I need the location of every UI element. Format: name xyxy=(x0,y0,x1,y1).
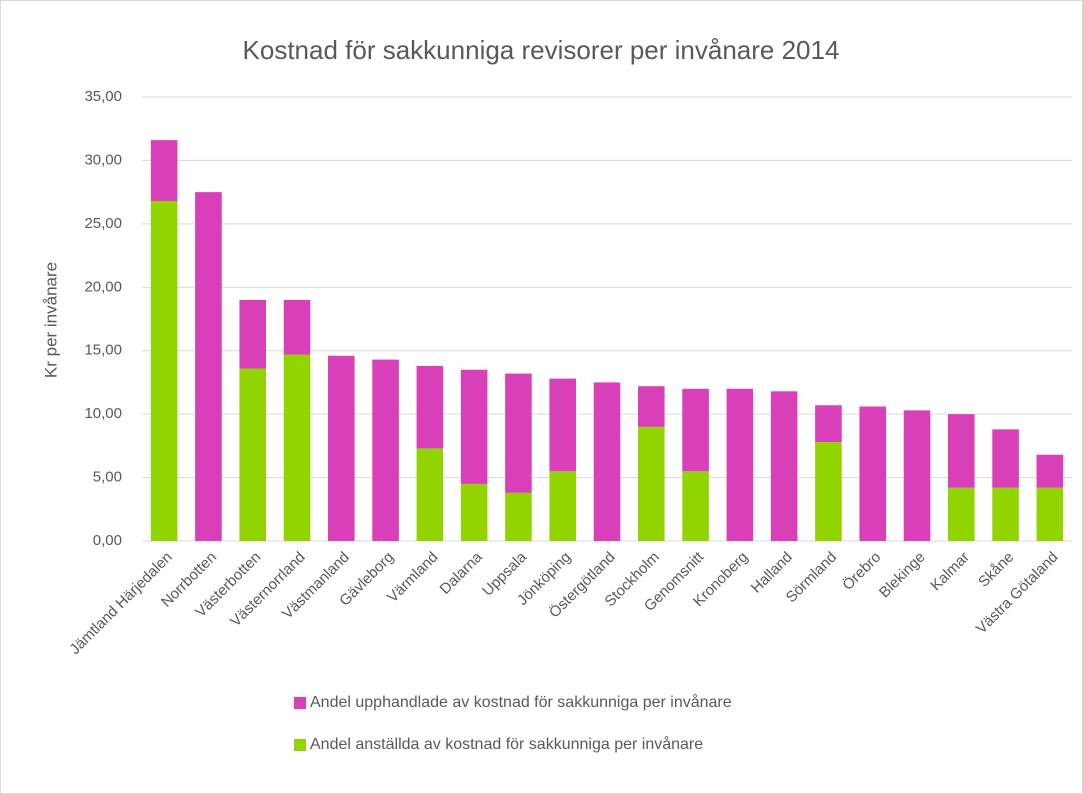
bar-segment xyxy=(372,359,399,541)
y-axis-label: Kr per invånare xyxy=(41,262,60,378)
bar-segment xyxy=(992,429,1019,488)
bar-segment xyxy=(726,388,754,541)
y-tick-label: 5,00 xyxy=(93,469,122,486)
y-tick-label: 20,00 xyxy=(84,278,122,295)
bar-segment xyxy=(460,369,488,484)
y-tick-label: 30,00 xyxy=(84,151,122,168)
bar-segment xyxy=(682,388,709,472)
bar-segment xyxy=(859,406,886,541)
bar-segment xyxy=(150,140,178,202)
bar-segment xyxy=(239,368,266,541)
bar-segment xyxy=(638,426,665,541)
y-tick-label: 0,00 xyxy=(93,532,122,549)
bar-segment xyxy=(770,391,798,541)
bar-segment xyxy=(416,448,444,541)
bar-segment xyxy=(948,414,975,488)
y-tick-label: 10,00 xyxy=(84,405,122,422)
bar-segment xyxy=(239,299,266,369)
bar-segment xyxy=(505,373,532,493)
legend-label: Andel anställda av kostnad för sakkunnig… xyxy=(310,735,703,753)
bar-segment xyxy=(505,492,532,541)
bar-segment xyxy=(682,471,709,541)
y-tick-label: 15,00 xyxy=(84,342,122,359)
bar-segment xyxy=(948,487,975,541)
bar-segment xyxy=(815,405,842,443)
bar-segment xyxy=(638,386,665,427)
legend-swatch xyxy=(294,739,306,751)
bar-segment xyxy=(283,354,311,541)
bar-segment xyxy=(416,365,444,449)
bar-segment xyxy=(195,192,222,541)
bar-segment xyxy=(150,201,178,541)
bar-segment xyxy=(992,487,1019,541)
bar-segment xyxy=(328,355,355,541)
bar-segment xyxy=(1036,487,1064,541)
y-tick-label: 35,00 xyxy=(84,88,122,105)
bar-segment xyxy=(593,382,621,541)
bar-segment xyxy=(283,299,311,355)
bar-segment xyxy=(549,378,576,472)
bar-segment xyxy=(815,442,842,541)
bar-segment xyxy=(549,471,576,541)
chart-title: Kostnad för sakkunniga revisorer per inv… xyxy=(243,35,840,65)
bar-segment xyxy=(460,483,488,541)
bar-segment xyxy=(1036,454,1064,488)
y-tick-label: 25,00 xyxy=(84,215,122,232)
legend-label: Andel upphandlade av kostnad för sakkunn… xyxy=(310,693,732,711)
bar-segment xyxy=(903,410,931,541)
legend-swatch xyxy=(294,697,306,709)
